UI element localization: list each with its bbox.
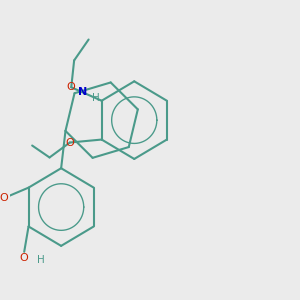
Text: H: H xyxy=(92,93,100,103)
Text: O: O xyxy=(65,137,74,148)
Text: O: O xyxy=(0,193,8,203)
Text: N: N xyxy=(78,87,87,97)
Text: O: O xyxy=(20,253,28,263)
Text: H: H xyxy=(37,255,45,265)
Text: O: O xyxy=(67,82,76,92)
